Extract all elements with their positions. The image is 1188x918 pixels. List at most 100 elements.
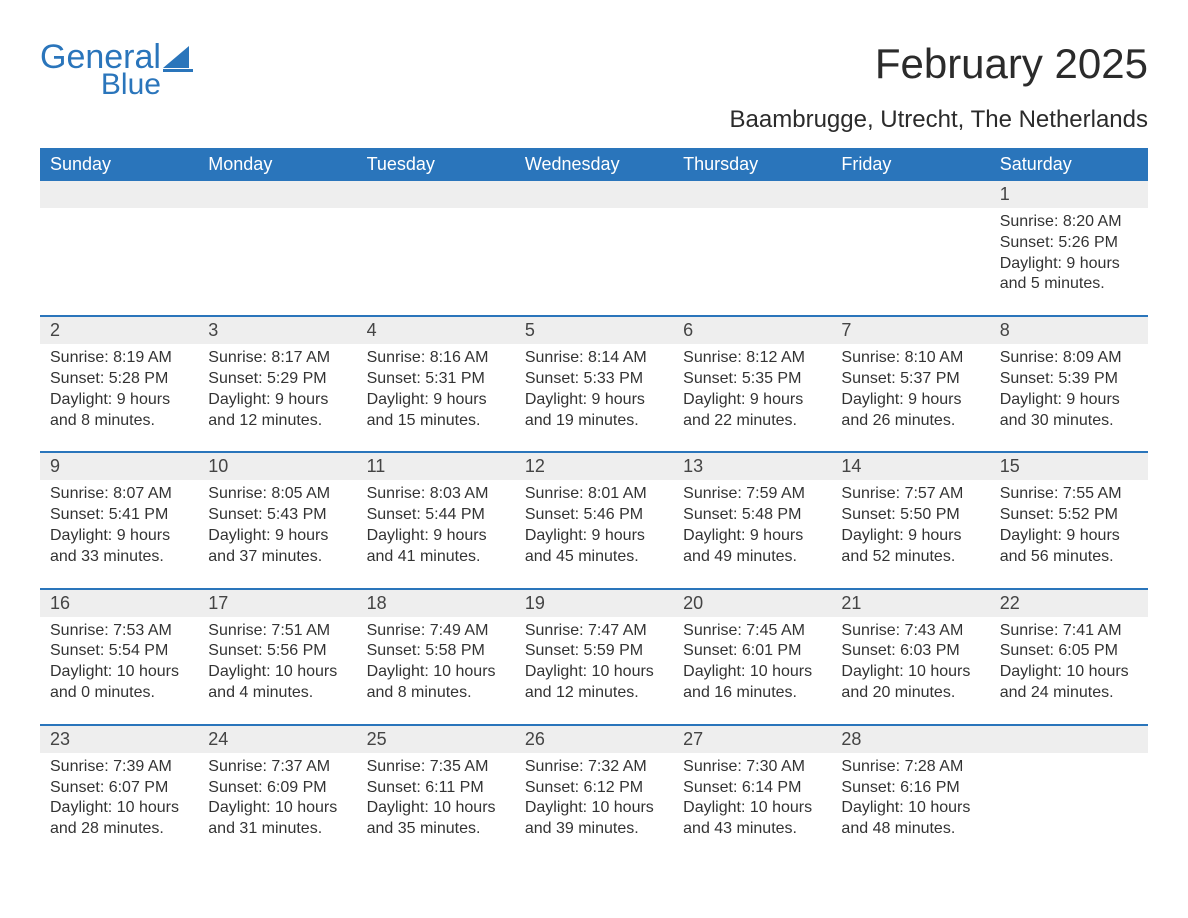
sunrise-text: Sunrise: 7:41 AM	[1000, 621, 1138, 642]
sunset-text: Sunset: 5:56 PM	[208, 641, 346, 662]
sunrise-text: Sunrise: 7:39 AM	[50, 757, 188, 778]
sunrise-text: Sunrise: 8:14 AM	[525, 348, 663, 369]
day-cell: Sunrise: 8:07 AMSunset: 5:41 PMDaylight:…	[40, 480, 198, 571]
day-cell: Sunrise: 8:12 AMSunset: 5:35 PMDaylight:…	[673, 344, 831, 435]
day-cell: Sunrise: 7:53 AMSunset: 5:54 PMDaylight:…	[40, 617, 198, 708]
daylight-text: Daylight: 9 hours and 45 minutes.	[525, 526, 663, 568]
day-number: 4	[357, 317, 515, 344]
daylight-text: Daylight: 10 hours and 20 minutes.	[841, 662, 979, 704]
day-cell: Sunrise: 7:55 AMSunset: 5:52 PMDaylight:…	[990, 480, 1148, 571]
day-number: 9	[40, 453, 198, 480]
day-cell: Sunrise: 8:14 AMSunset: 5:33 PMDaylight:…	[515, 344, 673, 435]
day-cell: Sunrise: 7:28 AMSunset: 6:16 PMDaylight:…	[831, 753, 989, 844]
day-number: 14	[831, 453, 989, 480]
sunrise-text: Sunrise: 7:47 AM	[525, 621, 663, 642]
day-cell: Sunrise: 7:51 AMSunset: 5:56 PMDaylight:…	[198, 617, 356, 708]
day-cell: Sunrise: 7:57 AMSunset: 5:50 PMDaylight:…	[831, 480, 989, 571]
daylight-text: Daylight: 9 hours and 52 minutes.	[841, 526, 979, 568]
daynum-row: 1	[40, 181, 1148, 208]
sunrise-text: Sunrise: 8:12 AM	[683, 348, 821, 369]
daylight-text: Daylight: 9 hours and 19 minutes.	[525, 390, 663, 432]
day-cell: Sunrise: 7:45 AMSunset: 6:01 PMDaylight:…	[673, 617, 831, 708]
calendar-week: 232425262728Sunrise: 7:39 AMSunset: 6:07…	[40, 724, 1148, 844]
day-cell: Sunrise: 8:17 AMSunset: 5:29 PMDaylight:…	[198, 344, 356, 435]
daylight-text: Daylight: 9 hours and 56 minutes.	[1000, 526, 1138, 568]
calendar: SundayMondayTuesdayWednesdayThursdayFrid…	[40, 148, 1148, 844]
daylight-text: Daylight: 9 hours and 5 minutes.	[1000, 254, 1138, 296]
day-number: 28	[831, 726, 989, 753]
day-number: 22	[990, 590, 1148, 617]
daylight-text: Daylight: 10 hours and 0 minutes.	[50, 662, 188, 704]
daylight-text: Daylight: 10 hours and 4 minutes.	[208, 662, 346, 704]
day-cell: Sunrise: 7:43 AMSunset: 6:03 PMDaylight:…	[831, 617, 989, 708]
sunset-text: Sunset: 5:48 PM	[683, 505, 821, 526]
sunrise-text: Sunrise: 8:01 AM	[525, 484, 663, 505]
daylight-text: Daylight: 9 hours and 22 minutes.	[683, 390, 821, 432]
day-cell: Sunrise: 8:05 AMSunset: 5:43 PMDaylight:…	[198, 480, 356, 571]
day-number: 24	[198, 726, 356, 753]
day-number: 12	[515, 453, 673, 480]
daylight-text: Daylight: 10 hours and 12 minutes.	[525, 662, 663, 704]
day-cell	[40, 208, 198, 299]
day-number	[357, 181, 515, 208]
day-number	[40, 181, 198, 208]
day-number: 19	[515, 590, 673, 617]
daylight-text: Daylight: 10 hours and 24 minutes.	[1000, 662, 1138, 704]
sunrise-text: Sunrise: 8:17 AM	[208, 348, 346, 369]
sunset-text: Sunset: 6:14 PM	[683, 778, 821, 799]
sunset-text: Sunset: 5:31 PM	[367, 369, 505, 390]
daylight-text: Daylight: 9 hours and 30 minutes.	[1000, 390, 1138, 432]
daylight-text: Daylight: 9 hours and 12 minutes.	[208, 390, 346, 432]
sunset-text: Sunset: 5:33 PM	[525, 369, 663, 390]
sunset-text: Sunset: 5:29 PM	[208, 369, 346, 390]
sunrise-text: Sunrise: 8:16 AM	[367, 348, 505, 369]
day-cell: Sunrise: 8:20 AMSunset: 5:26 PMDaylight:…	[990, 208, 1148, 299]
day-number: 2	[40, 317, 198, 344]
daylight-text: Daylight: 9 hours and 8 minutes.	[50, 390, 188, 432]
sunset-text: Sunset: 5:50 PM	[841, 505, 979, 526]
daybody-row: Sunrise: 8:07 AMSunset: 5:41 PMDaylight:…	[40, 480, 1148, 571]
header: General Blue February 2025	[40, 40, 1148, 100]
sunset-text: Sunset: 5:26 PM	[1000, 233, 1138, 254]
sunset-text: Sunset: 5:37 PM	[841, 369, 979, 390]
sunrise-text: Sunrise: 7:30 AM	[683, 757, 821, 778]
sunset-text: Sunset: 6:16 PM	[841, 778, 979, 799]
day-number	[198, 181, 356, 208]
day-cell: Sunrise: 7:47 AMSunset: 5:59 PMDaylight:…	[515, 617, 673, 708]
day-cell: Sunrise: 7:37 AMSunset: 6:09 PMDaylight:…	[198, 753, 356, 844]
sunrise-text: Sunrise: 8:10 AM	[841, 348, 979, 369]
daylight-text: Daylight: 10 hours and 16 minutes.	[683, 662, 821, 704]
daylight-text: Daylight: 10 hours and 43 minutes.	[683, 798, 821, 840]
dow-cell: Monday	[198, 148, 356, 181]
sunset-text: Sunset: 5:46 PM	[525, 505, 663, 526]
day-number	[515, 181, 673, 208]
sunrise-text: Sunrise: 7:49 AM	[367, 621, 505, 642]
sunset-text: Sunset: 6:01 PM	[683, 641, 821, 662]
sunrise-text: Sunrise: 7:57 AM	[841, 484, 979, 505]
day-cell	[515, 208, 673, 299]
day-number: 3	[198, 317, 356, 344]
sunrise-text: Sunrise: 8:09 AM	[1000, 348, 1138, 369]
day-number: 23	[40, 726, 198, 753]
day-cell: Sunrise: 8:01 AMSunset: 5:46 PMDaylight:…	[515, 480, 673, 571]
day-cell	[831, 208, 989, 299]
calendar-week: 2345678Sunrise: 8:19 AMSunset: 5:28 PMDa…	[40, 315, 1148, 435]
sunset-text: Sunset: 5:59 PM	[525, 641, 663, 662]
day-cell: Sunrise: 8:09 AMSunset: 5:39 PMDaylight:…	[990, 344, 1148, 435]
sunrise-text: Sunrise: 7:32 AM	[525, 757, 663, 778]
day-number: 21	[831, 590, 989, 617]
sunrise-text: Sunrise: 7:53 AM	[50, 621, 188, 642]
day-number: 13	[673, 453, 831, 480]
day-cell: Sunrise: 7:30 AMSunset: 6:14 PMDaylight:…	[673, 753, 831, 844]
sunset-text: Sunset: 5:41 PM	[50, 505, 188, 526]
day-cell: Sunrise: 8:03 AMSunset: 5:44 PMDaylight:…	[357, 480, 515, 571]
brand-word2: Blue	[40, 70, 161, 100]
daybody-row: Sunrise: 7:53 AMSunset: 5:54 PMDaylight:…	[40, 617, 1148, 708]
daybody-row: Sunrise: 8:19 AMSunset: 5:28 PMDaylight:…	[40, 344, 1148, 435]
day-number: 6	[673, 317, 831, 344]
sunset-text: Sunset: 5:58 PM	[367, 641, 505, 662]
sunset-text: Sunset: 6:12 PM	[525, 778, 663, 799]
dow-cell: Tuesday	[357, 148, 515, 181]
brand-sail-icon	[163, 44, 195, 72]
day-number: 17	[198, 590, 356, 617]
